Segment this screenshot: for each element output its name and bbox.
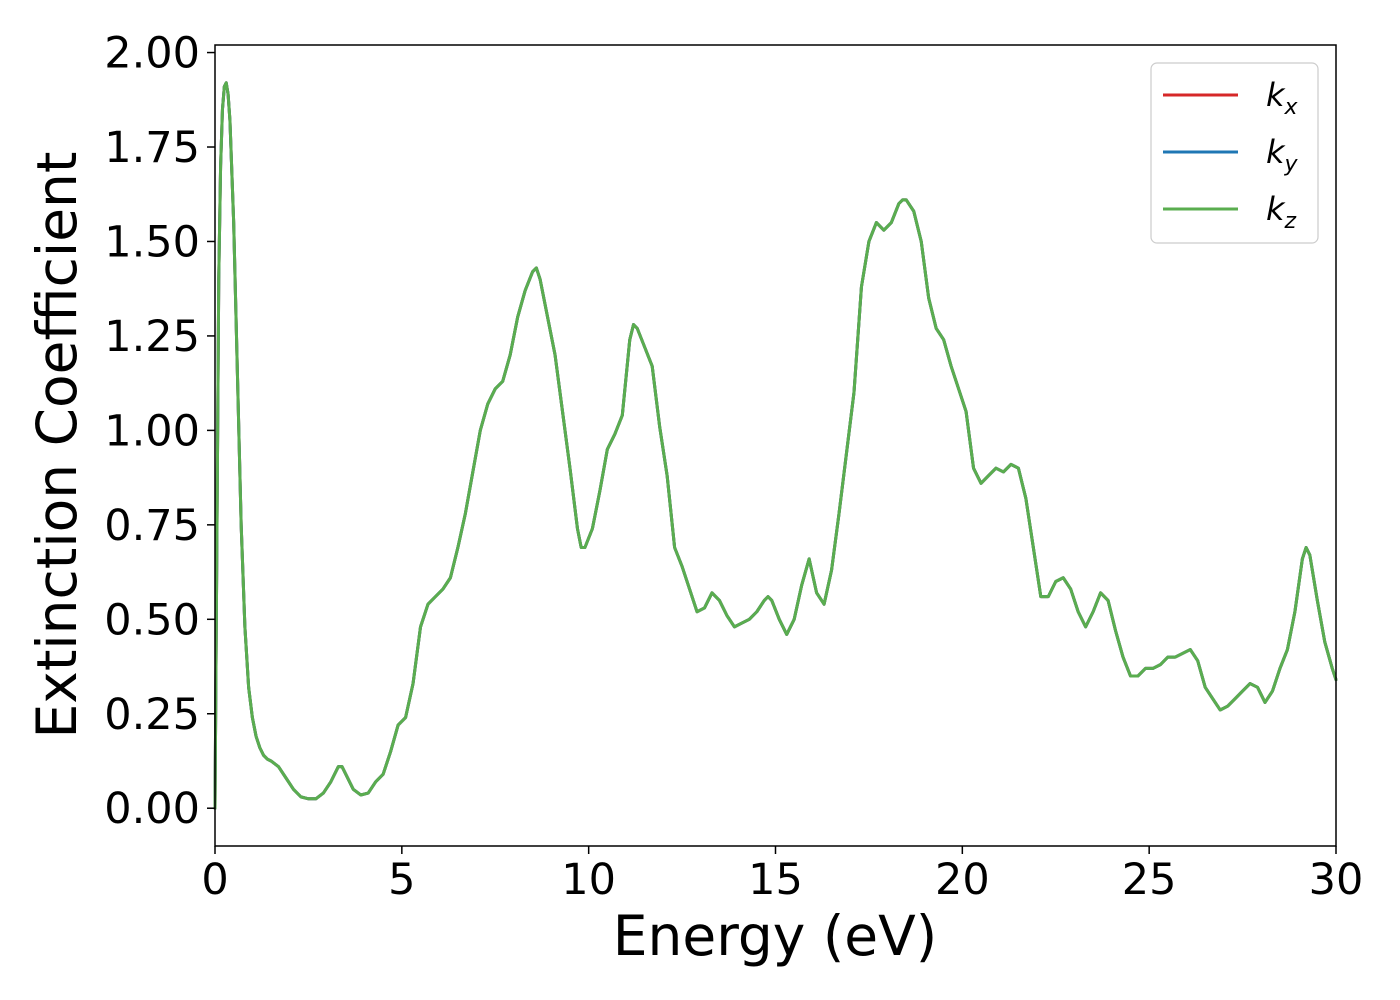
y-tick-label: 1.00 [104, 406, 200, 456]
x-tick-label: 0 [201, 855, 228, 905]
x-tick-label: 20 [935, 855, 990, 905]
y-tick-label: 0.25 [104, 690, 200, 740]
series-line-2 [213, 81, 1338, 810]
legend-label-0: kx [1266, 76, 1299, 120]
y-axis-ticks: 0.00 0.25 0.50 0.75 1.00 1.25 1.50 1.75 2.00 [104, 29, 215, 834]
x-tick-label: 5 [388, 855, 415, 905]
x-tick-label: 15 [748, 855, 803, 905]
x-axis-ticks: 0 5 10 15 20 25 30 [201, 846, 1363, 905]
legend-label-2: kz [1266, 190, 1297, 234]
x-tick-label: 30 [1309, 855, 1364, 905]
y-tick-label: 1.50 [104, 217, 200, 267]
y-tick-label: 1.75 [104, 123, 200, 173]
legend: kx ky kz [1150, 62, 1319, 244]
y-tick-label: 0.50 [104, 595, 200, 645]
y-tick-label: 1.25 [104, 312, 200, 362]
y-tick-label: 0.00 [104, 784, 200, 834]
y-axis-label: Extinction Coefficient [25, 152, 89, 739]
y-tick-label: 2.00 [104, 29, 200, 79]
y-tick-label: 0.75 [104, 501, 200, 551]
x-axis-label: Energy (eV) [613, 904, 937, 968]
legend-label-1: ky [1266, 133, 1299, 177]
series-layer [213, 81, 1338, 810]
x-tick-label: 10 [561, 855, 616, 905]
x-tick-label: 25 [1122, 855, 1177, 905]
